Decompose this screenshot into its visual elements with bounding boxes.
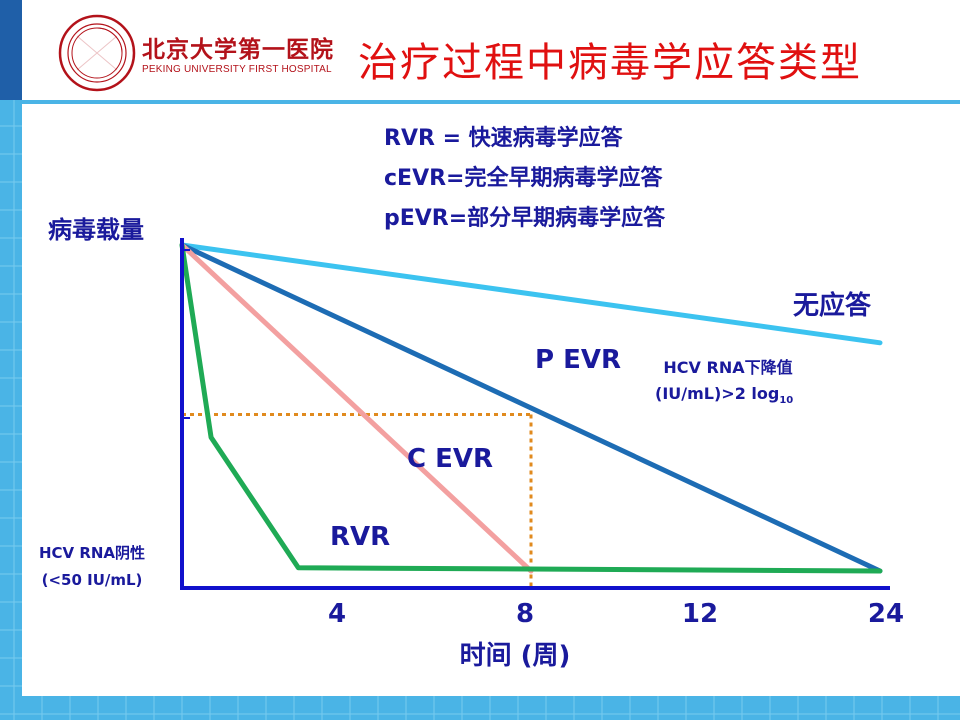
- header-accent-bar: [0, 0, 22, 100]
- baseline-label-line-1: HCV RNA阴性: [39, 544, 145, 562]
- series-label-no-response: 无应答: [793, 290, 872, 321]
- slide-title: 治疗过程中病毒学应答类型: [358, 40, 862, 86]
- slide-header: 北京大学第一医院 PEKING UNIVERSITY FIRST HOSPITA…: [0, 0, 960, 100]
- series-label-p-evr: P EVR: [535, 345, 621, 375]
- series-line-c-evr: [179, 242, 534, 574]
- x-tick-label-8: 8: [516, 599, 534, 629]
- university-seal-logo: [58, 14, 136, 92]
- content-panel: [22, 104, 960, 696]
- x-axis-label: 时间 (周): [460, 641, 571, 671]
- series-line-rvr: [179, 242, 883, 574]
- x-tick-label-12: 12: [682, 599, 718, 629]
- series-label-c-evr: C EVR: [407, 444, 493, 474]
- legend-cevr: cEVR=完全早期病毒学应答: [384, 166, 663, 191]
- header-divider: [22, 100, 960, 104]
- series-line-p-evr: [179, 242, 883, 574]
- x-tick-label-24: 24: [868, 599, 904, 629]
- hospital-name-en: PEKING UNIVERSITY FIRST HOSPITAL: [142, 64, 332, 75]
- legend-pevr: pEVR=部分早期病毒学应答: [384, 206, 666, 231]
- y-axis-label: 病毒载量: [48, 216, 144, 244]
- hospital-name-cn: 北京大学第一医院: [142, 36, 334, 63]
- baseline-label-line-2: (<50 IU/mL): [42, 571, 143, 589]
- threshold-label-line-2: (IU/mL)>2 log10: [655, 384, 793, 406]
- legend-rvr: RVR = 快速病毒学应答: [384, 126, 623, 151]
- series-label-rvr: RVR: [330, 522, 390, 552]
- series-line-no-response: [179, 242, 883, 346]
- threshold-label-line-1: HCV RNA下降值: [663, 358, 792, 377]
- x-tick-label-4: 4: [328, 599, 346, 629]
